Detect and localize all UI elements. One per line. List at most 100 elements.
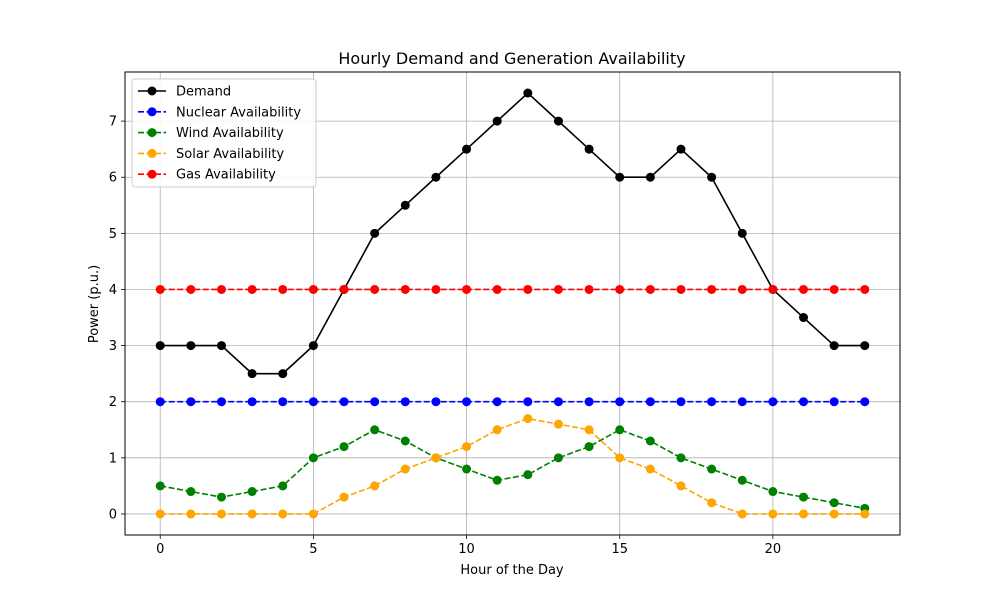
- data-point: [584, 144, 594, 154]
- legend-marker: [147, 86, 157, 96]
- data-point: [737, 475, 747, 485]
- data-point: [523, 470, 533, 480]
- data-point: [707, 397, 717, 407]
- data-point: [278, 397, 288, 407]
- data-point: [492, 397, 502, 407]
- x-tick-label: 20: [765, 542, 782, 557]
- data-point: [462, 284, 472, 294]
- y-tick-label: 6: [109, 171, 117, 186]
- data-point: [615, 425, 625, 435]
- data-point: [523, 88, 533, 98]
- data-point: [492, 116, 502, 126]
- data-point: [370, 481, 380, 491]
- data-point: [829, 341, 839, 351]
- data-point: [645, 172, 655, 182]
- data-point: [155, 341, 165, 351]
- legend-label: Gas Availability: [176, 168, 276, 183]
- y-tick-label: 2: [109, 395, 117, 410]
- data-point: [707, 464, 717, 474]
- x-tick-label: 15: [611, 542, 628, 557]
- data-point: [155, 509, 165, 519]
- data-point: [400, 397, 410, 407]
- data-point: [308, 509, 318, 519]
- data-point: [737, 397, 747, 407]
- data-point: [216, 341, 226, 351]
- data-point: [339, 284, 349, 294]
- data-point: [676, 144, 686, 154]
- data-point: [186, 509, 196, 519]
- data-point: [676, 481, 686, 491]
- data-point: [308, 453, 318, 463]
- data-point: [676, 284, 686, 294]
- data-point: [247, 487, 257, 497]
- data-point: [768, 509, 778, 519]
- data-point: [278, 509, 288, 519]
- data-point: [400, 464, 410, 474]
- series-4: [155, 284, 870, 294]
- data-point: [860, 341, 870, 351]
- data-point: [676, 397, 686, 407]
- legend-marker: [147, 148, 157, 158]
- data-point: [523, 284, 533, 294]
- data-point: [492, 475, 502, 485]
- data-point: [799, 509, 809, 519]
- data-point: [615, 453, 625, 463]
- legend-label: Demand: [176, 85, 231, 100]
- data-point: [431, 172, 441, 182]
- y-tick-label: 3: [109, 339, 117, 354]
- data-point: [216, 284, 226, 294]
- data-point: [553, 397, 563, 407]
- data-point: [829, 509, 839, 519]
- data-point: [584, 425, 594, 435]
- legend-marker: [147, 169, 157, 179]
- x-tick-label: 5: [309, 542, 317, 557]
- data-point: [186, 341, 196, 351]
- data-point: [860, 509, 870, 519]
- legend-item: Gas Availability: [138, 168, 276, 183]
- data-point: [247, 509, 257, 519]
- legend-label: Nuclear Availability: [176, 105, 301, 120]
- x-tick-label: 0: [156, 542, 164, 557]
- data-point: [829, 498, 839, 508]
- legend-label: Wind Availability: [176, 126, 284, 141]
- data-point: [216, 509, 226, 519]
- y-axis-label: Power (p.u.): [87, 265, 102, 343]
- plot-frame: [124, 71, 901, 536]
- data-point: [645, 436, 655, 446]
- data-point: [707, 284, 717, 294]
- ticks: 0 5 10 15 20 0 1 2 3 4 5 6 7: [109, 115, 781, 557]
- data-point: [370, 425, 380, 435]
- y-tick-label: 5: [109, 227, 117, 242]
- legend-frame: [131, 78, 317, 188]
- data-point: [431, 284, 441, 294]
- series-line: [160, 417, 865, 515]
- data-point: [400, 200, 410, 210]
- data-point: [707, 172, 717, 182]
- data-point: [462, 397, 472, 407]
- legend-marker: [147, 128, 157, 138]
- series-1: [155, 397, 870, 407]
- legend-item: Nuclear Availability: [138, 105, 301, 120]
- data-point: [216, 397, 226, 407]
- data-point: [308, 284, 318, 294]
- data-point: [645, 397, 655, 407]
- data-point: [216, 492, 226, 502]
- data-point: [553, 284, 563, 294]
- data-point: [615, 172, 625, 182]
- data-point: [737, 284, 747, 294]
- data-point: [523, 397, 533, 407]
- data-point: [339, 442, 349, 452]
- data-point: [247, 284, 257, 294]
- data-point: [799, 492, 809, 502]
- data-point: [186, 487, 196, 497]
- data-point: [768, 487, 778, 497]
- data-point: [462, 442, 472, 452]
- data-point: [584, 284, 594, 294]
- data-point: [829, 284, 839, 294]
- data-point: [400, 284, 410, 294]
- data-point: [278, 284, 288, 294]
- data-point: [462, 464, 472, 474]
- data-point: [462, 144, 472, 154]
- data-point: [860, 397, 870, 407]
